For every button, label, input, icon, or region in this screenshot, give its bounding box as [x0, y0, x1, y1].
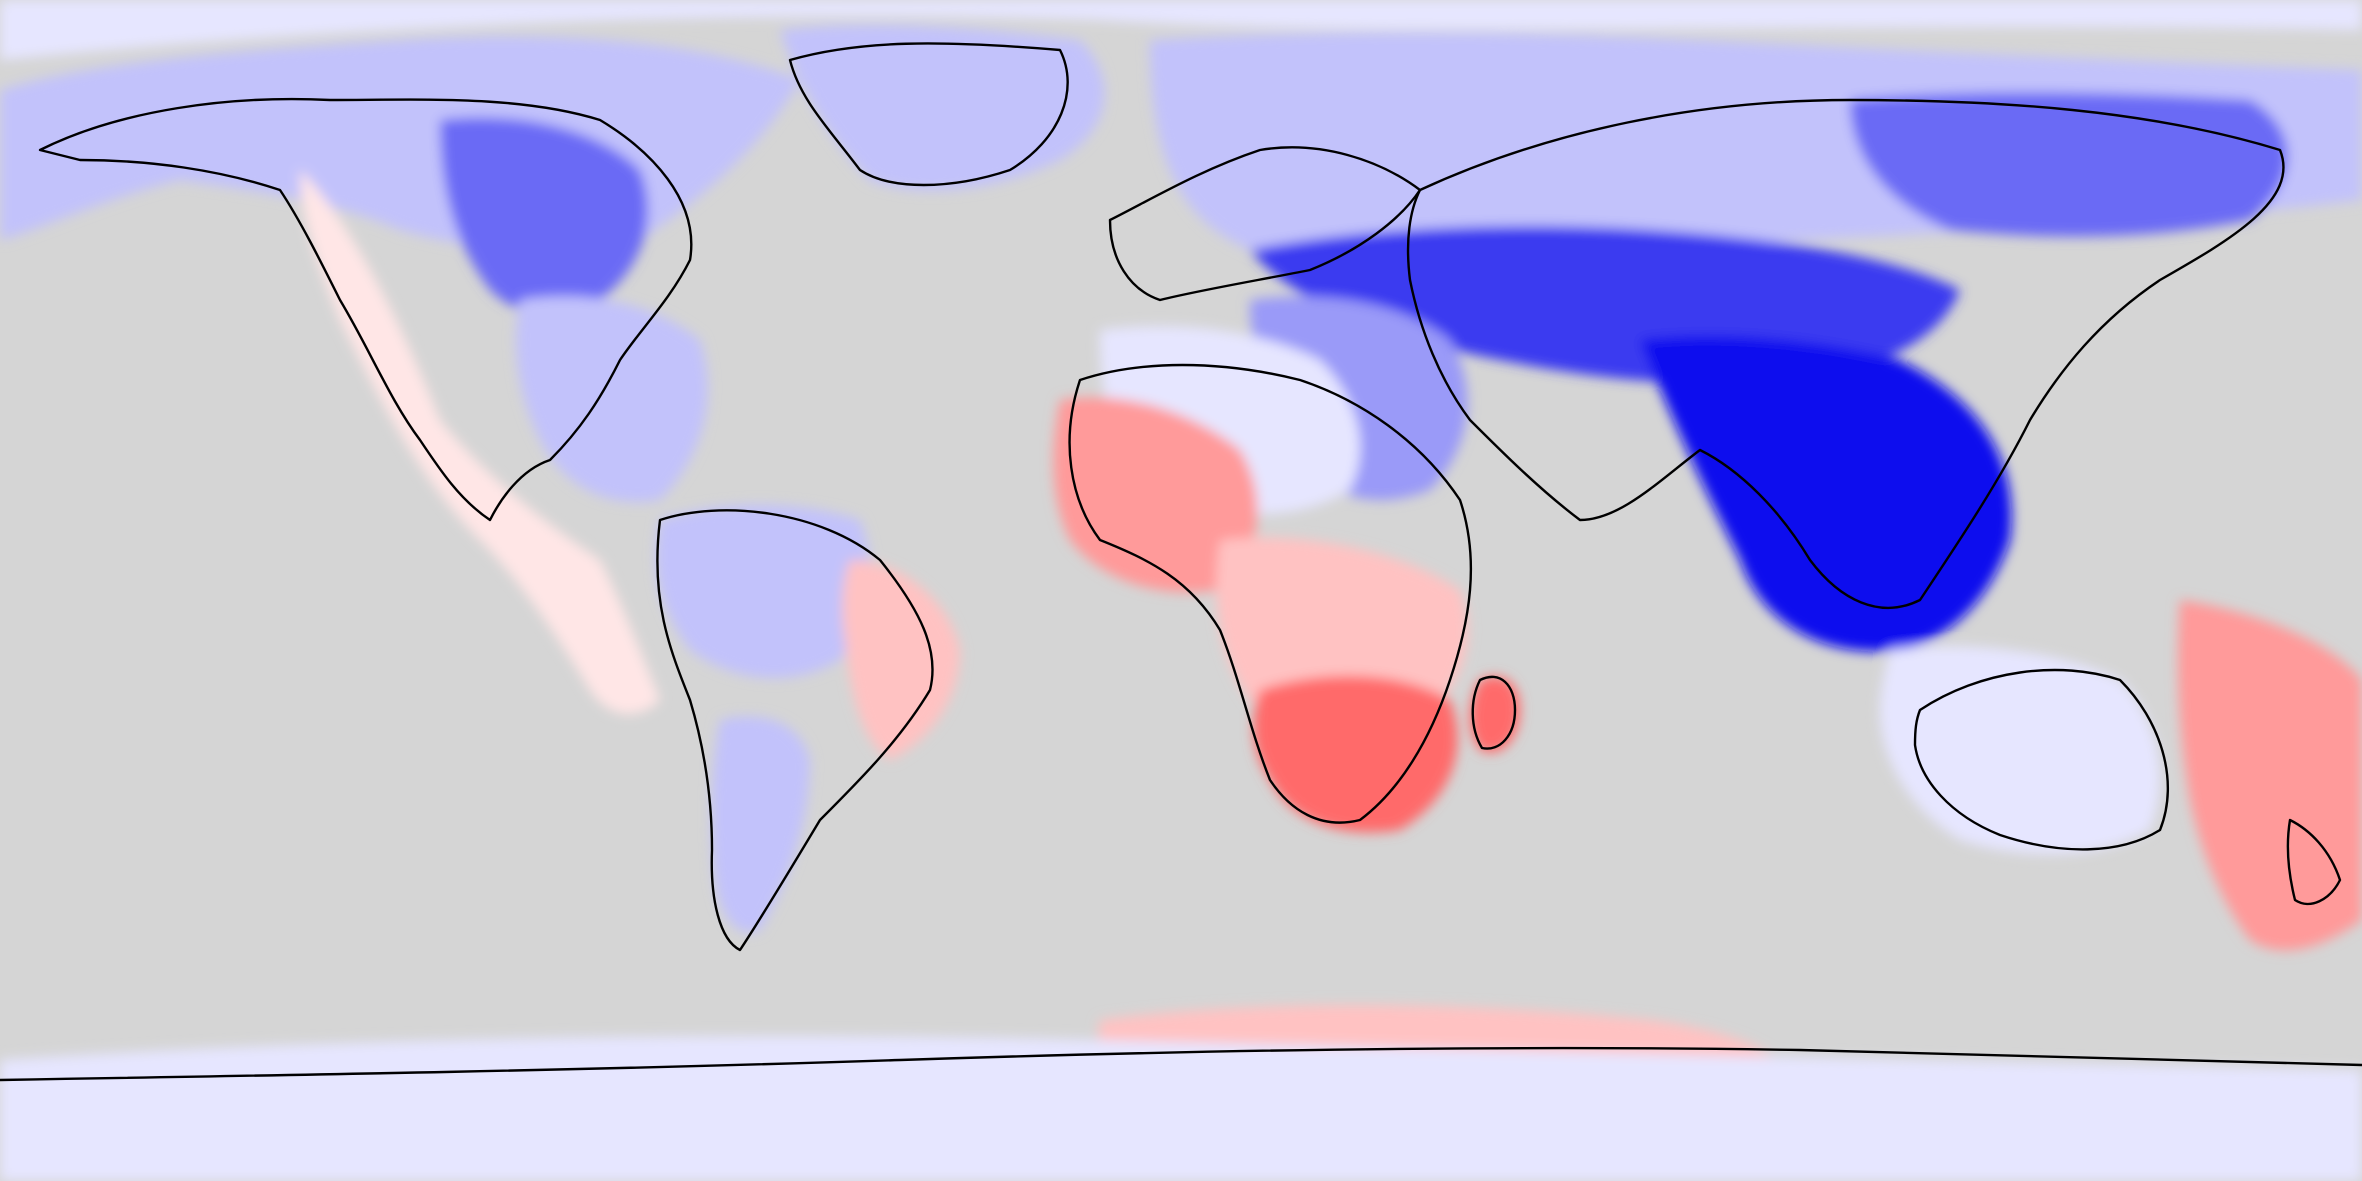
coastlines [0, 42, 2362, 1082]
region-usa-east [516, 296, 708, 502]
region-central-africa [1216, 537, 1468, 731]
region-southern-africa [1253, 676, 1458, 833]
coast-asia [1406, 98, 2285, 610]
region-australia [1880, 646, 2160, 854]
coast-africa [1068, 363, 1473, 824]
region-greenland [780, 24, 1105, 191]
region-arctic-ocean-band [0, 0, 2362, 60]
region-amazon [656, 505, 871, 679]
region-siberia-east [1850, 92, 2288, 237]
region-south-east-asia [1640, 336, 2012, 652]
region-west-africa [1053, 397, 1258, 593]
region-west-coast-americas [300, 170, 660, 714]
coast-north-america [38, 97, 693, 522]
coast-madagascar [1471, 675, 1517, 750]
coast-greenland [788, 42, 1069, 187]
region-madagascar [1469, 676, 1520, 753]
region-new-zealand-pacific [2178, 600, 2362, 951]
coast-europe [1108, 146, 1422, 302]
coast-australia [1913, 668, 2170, 851]
region-canada-interior [440, 117, 648, 314]
coast-new-zealand [2286, 818, 2342, 906]
coast-antarctica [0, 1046, 2362, 1082]
region-brazil-east [842, 560, 960, 760]
coast-south-america [656, 509, 934, 952]
region-antarctica-band [0, 1036, 2362, 1181]
